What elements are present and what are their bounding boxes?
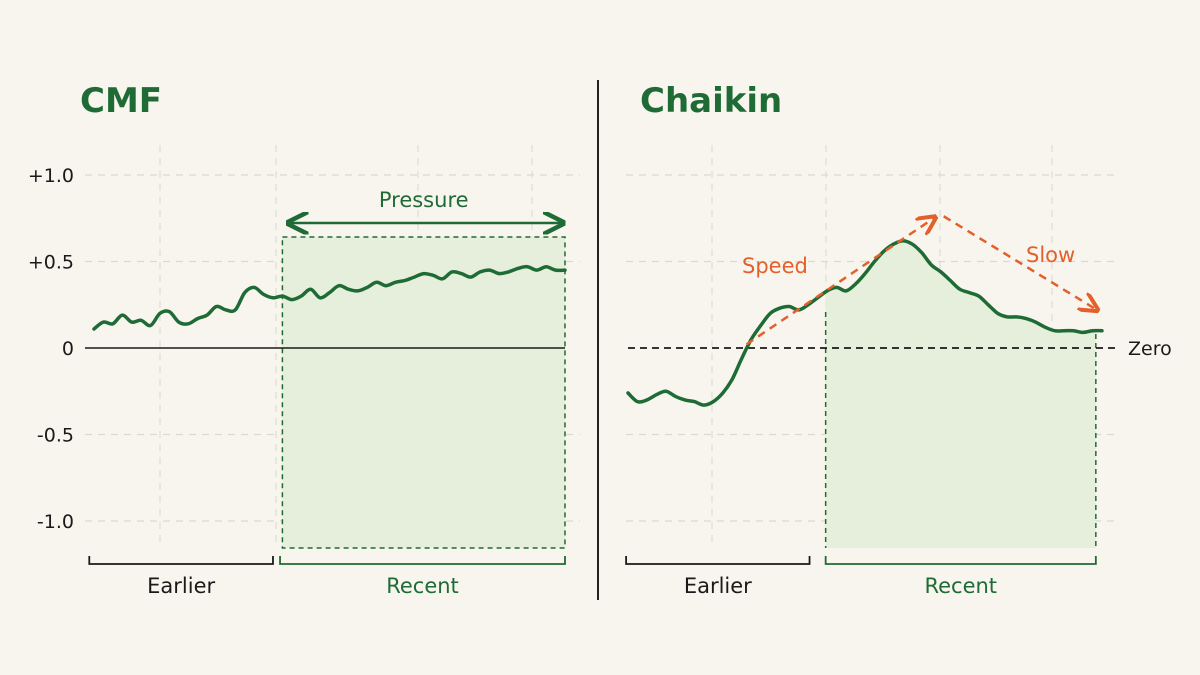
slow-label: Slow xyxy=(1026,243,1075,267)
cmf-y-tick-label: +0.5 xyxy=(28,252,74,274)
cmf-y-tick-label: 0 xyxy=(62,338,74,360)
chaikin-zero-label: Zero xyxy=(1128,338,1172,360)
chaikin-panel: Chaikin Zero Speed Slow Earlier Recent xyxy=(625,81,1172,598)
speed-label: Speed xyxy=(742,254,808,278)
cmf-title: CMF xyxy=(80,81,162,121)
cmf-pressure-region xyxy=(281,236,566,549)
cmf-bracket xyxy=(279,556,566,565)
chaikin-time-brackets: Earlier Recent xyxy=(625,556,1097,598)
cmf-bracket-label: Earlier xyxy=(147,574,215,598)
cmf-bracket-label: Recent xyxy=(386,574,459,598)
chaikin-bracket-label: Earlier xyxy=(684,574,752,598)
chaikin-bracket-label: Recent xyxy=(924,574,997,598)
cmf-y-axis: +1.0 +0.5 0 -0.5 -1.0 xyxy=(28,165,74,533)
slow-arrow xyxy=(943,215,1096,309)
chaikin-recent-area xyxy=(825,240,1096,548)
cmf-bracket xyxy=(88,556,274,565)
chaikin-series-line xyxy=(626,238,1104,407)
cmf-series-line xyxy=(92,264,567,331)
chaikin-title: Chaikin xyxy=(640,81,782,121)
chaikin-bracket xyxy=(824,556,1097,565)
cmf-panel: CMF +1.0 +0.5 0 -0.5 -1.0 Pressure Earlier Re… xyxy=(28,81,580,598)
cmf-y-tick-label: -0.5 xyxy=(37,425,74,447)
cmf-time-brackets: Earlier Recent xyxy=(88,556,566,598)
pressure-label: Pressure xyxy=(379,188,469,212)
chaikin-bracket xyxy=(625,556,811,565)
cmf-y-tick-label: -1.0 xyxy=(37,511,74,533)
speed-arrow xyxy=(745,218,934,346)
cmf-y-tick-label: +1.0 xyxy=(28,165,74,187)
